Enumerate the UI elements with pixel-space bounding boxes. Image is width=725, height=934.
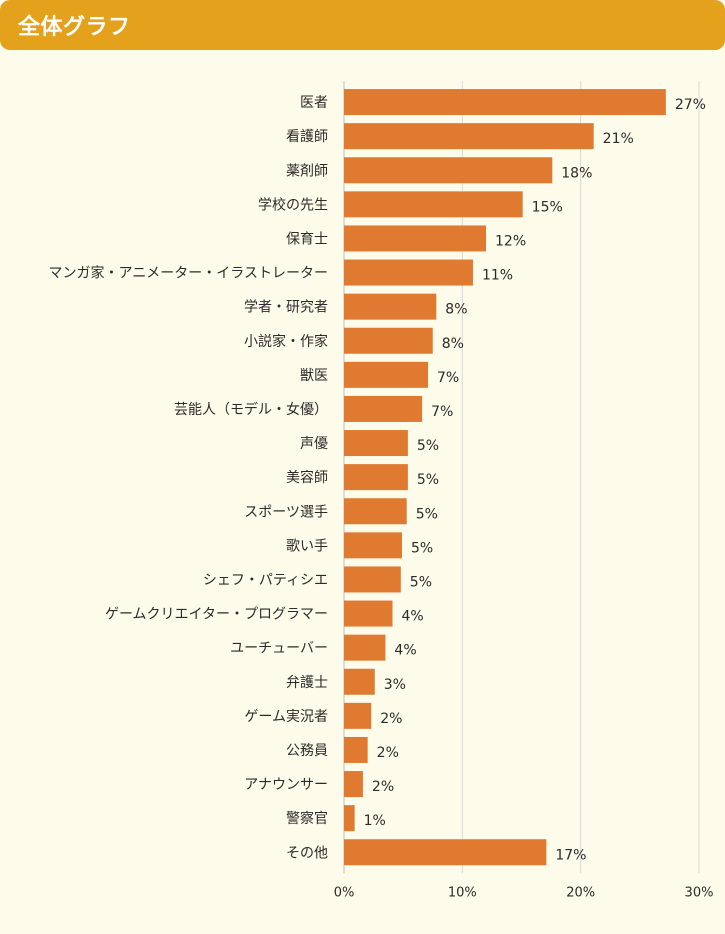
bar <box>344 157 553 184</box>
bar <box>344 736 368 763</box>
data-label: 2% <box>377 745 399 761</box>
category-label: 薬剤師 <box>286 163 328 179</box>
data-label: 21% <box>603 131 634 147</box>
data-label: 4% <box>394 643 416 659</box>
bar <box>344 395 423 422</box>
bar <box>344 259 473 286</box>
chart-title: 全体グラフ <box>18 15 131 40</box>
bar <box>344 89 666 116</box>
category-label: シェフ・パティシエ <box>203 572 328 588</box>
bar <box>344 123 594 150</box>
data-label: 18% <box>561 165 592 181</box>
data-label: 5% <box>416 506 438 522</box>
data-label: 7% <box>431 404 453 420</box>
category-label: 保育士 <box>286 231 328 247</box>
category-label: ゲーム実況者 <box>244 709 328 725</box>
bar <box>344 464 408 491</box>
data-label: 5% <box>411 540 433 556</box>
bar <box>344 327 433 354</box>
bar <box>344 498 407 525</box>
data-label: 5% <box>417 472 439 488</box>
data-label: 5% <box>410 574 432 590</box>
category-label: 小説家・作家 <box>244 333 328 350</box>
category-label: スポーツ選手 <box>244 504 328 520</box>
category-label: ゲームクリエイター・プログラマー <box>105 607 328 623</box>
bar <box>344 225 486 252</box>
category-label: 看護師 <box>286 129 328 145</box>
bar <box>344 532 402 559</box>
bar <box>344 805 355 832</box>
data-label: 2% <box>380 711 402 727</box>
category-label: ユーチューバー <box>230 641 328 657</box>
bar <box>344 702 372 729</box>
data-label: 7% <box>437 370 459 386</box>
category-label: アナウンサー <box>244 777 328 793</box>
data-label: 15% <box>532 199 563 215</box>
x-tick-label: 30% <box>685 885 714 900</box>
chart-header: 全体グラフ <box>0 0 725 50</box>
category-label: 公務員 <box>286 743 328 759</box>
x-tick-label: 20% <box>566 885 595 900</box>
data-label: 3% <box>384 677 406 693</box>
bar <box>344 361 429 388</box>
x-tick-label: 10% <box>448 885 477 900</box>
bar <box>344 293 437 320</box>
bar <box>344 668 375 695</box>
x-tick-label: 0% <box>334 885 355 900</box>
category-label: 獣医 <box>300 368 328 384</box>
category-label: マンガ家・アニメーター・イラストレーター <box>49 265 328 282</box>
data-label: 2% <box>372 779 394 795</box>
bar <box>344 191 523 218</box>
category-label: 歌い手 <box>286 538 328 554</box>
bar <box>344 839 547 866</box>
category-label: 学者・研究者 <box>244 300 328 316</box>
data-label: 1% <box>364 813 386 829</box>
data-label: 11% <box>482 268 513 284</box>
bar <box>344 430 408 457</box>
data-label: 8% <box>445 302 467 318</box>
data-label: 27% <box>675 97 706 113</box>
data-label: 17% <box>555 847 586 863</box>
data-label: 5% <box>417 438 439 454</box>
data-label: 8% <box>442 336 464 352</box>
bar <box>344 634 386 661</box>
bar <box>344 771 363 798</box>
category-label: 芸能人（モデル・女優） <box>174 401 328 418</box>
category-label: その他 <box>286 845 328 861</box>
category-label: 学校の先生 <box>258 196 328 213</box>
bar <box>344 600 393 627</box>
category-label: 医者 <box>300 95 328 111</box>
category-label: 弁護士 <box>286 675 328 691</box>
data-label: 12% <box>495 233 526 249</box>
category-label: 声優 <box>300 436 328 452</box>
category-label: 警察官 <box>286 810 328 827</box>
data-label: 4% <box>402 609 424 625</box>
category-label: 美容師 <box>286 469 328 486</box>
bar <box>344 566 401 593</box>
